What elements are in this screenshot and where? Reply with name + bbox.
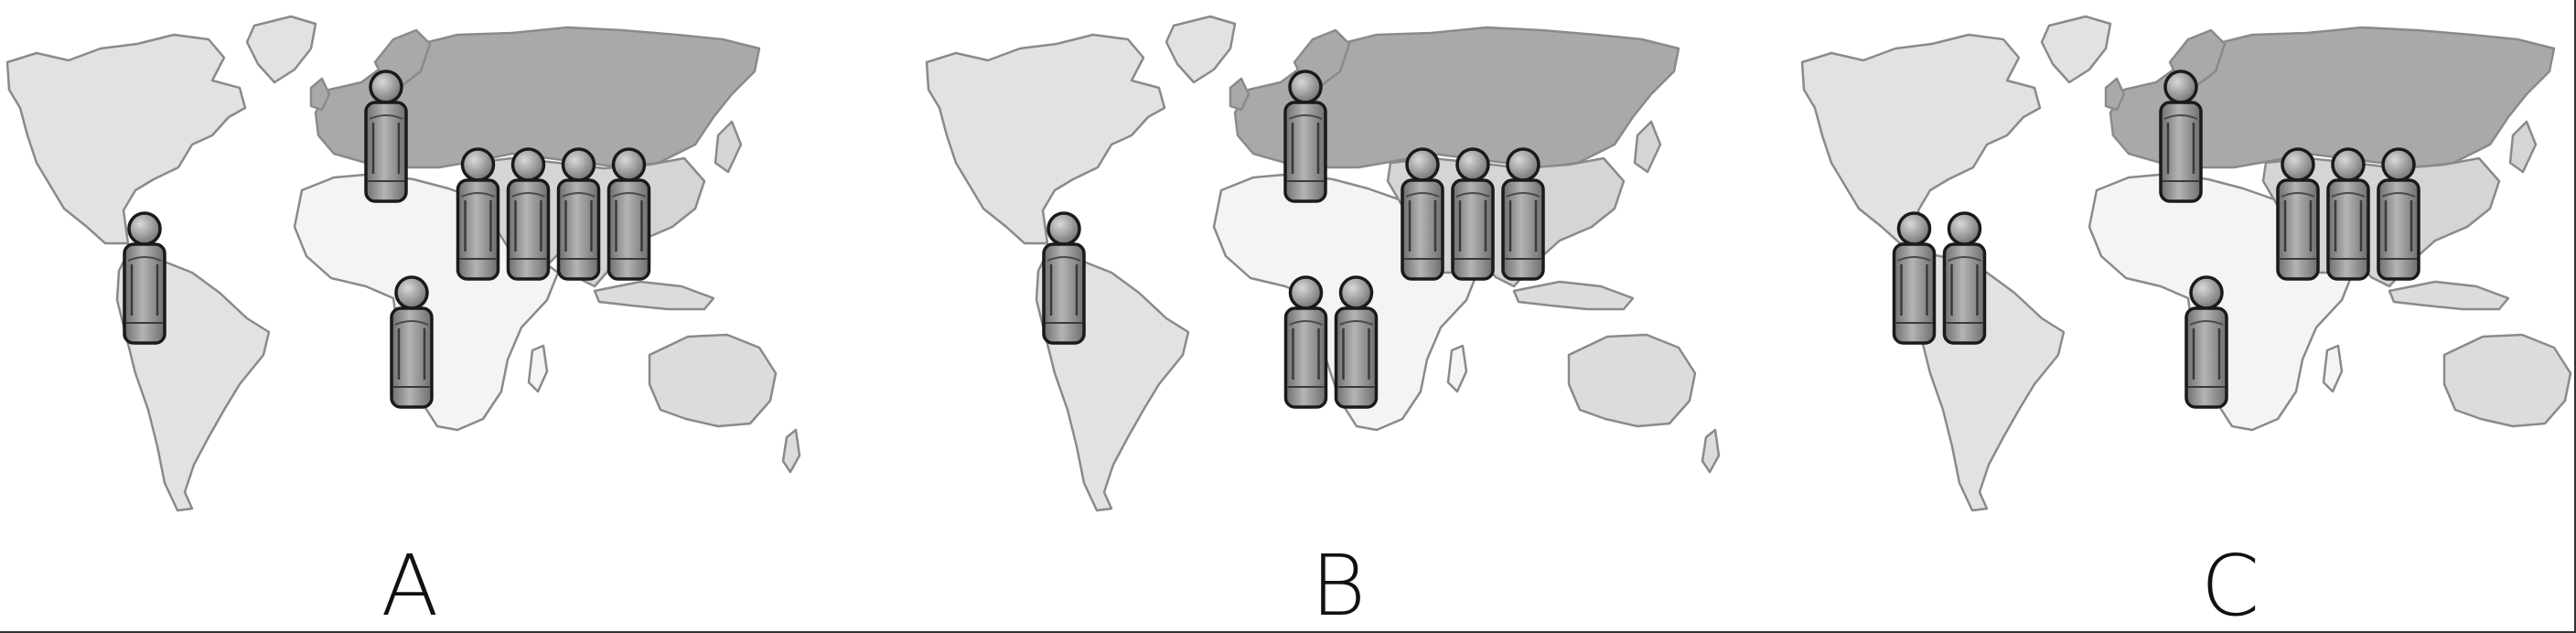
new-zealand-landmass — [1701, 428, 1721, 474]
population-figures-c — [1892, 70, 2420, 409]
person-figure-africa-2 — [1334, 275, 1379, 409]
person-figure-americas-1 — [1892, 211, 1937, 345]
northern-eurasia-landmass — [314, 26, 761, 169]
person-figure-asia-3 — [1501, 147, 1545, 281]
british-isles-landmass — [1229, 77, 1250, 112]
person-figure-europe-1 — [2159, 70, 2203, 203]
madagascar-landmass — [527, 344, 549, 393]
person-figure-americas-2 — [1942, 211, 1987, 345]
panel-c: C — [1800, 15, 2572, 629]
north-america-landmass — [1800, 33, 2042, 245]
madagascar-landmass — [1446, 344, 1468, 393]
british-isles-landmass — [2104, 77, 2126, 112]
north-america-landmass — [5, 33, 247, 245]
person-figure-asia-1 — [456, 147, 500, 281]
person-figure-europe-1 — [364, 70, 408, 203]
north-america-landmass — [925, 33, 1166, 245]
japan-landmass — [2508, 120, 2538, 174]
person-figure-americas-1 — [1042, 211, 1086, 345]
southeast-asia-islands — [1512, 280, 1635, 311]
person-figure-asia-1 — [2276, 147, 2320, 281]
madagascar-landmass — [2322, 344, 2344, 393]
person-figure-asia-3 — [556, 147, 601, 281]
southeast-asia-islands — [2388, 280, 2510, 311]
panel-b: B — [925, 15, 1721, 629]
panel-label-a: A — [381, 537, 439, 629]
population-figures-b — [1042, 70, 1545, 409]
person-figure-americas-1 — [123, 211, 166, 345]
australia-landmass — [648, 333, 778, 428]
japan-landmass — [1633, 120, 1662, 174]
panel-label-c: C — [2201, 537, 2259, 629]
person-figure-asia-2 — [1451, 147, 1495, 281]
southeast-asia-islands — [593, 280, 715, 311]
person-figure-africa-1 — [1283, 275, 1328, 409]
person-figure-asia-3 — [2377, 147, 2420, 281]
new-zealand-landmass — [781, 428, 801, 474]
person-figure-asia-4 — [606, 147, 651, 281]
australia-landmass — [2442, 333, 2572, 428]
population-figures-a — [123, 70, 651, 409]
greenland-landmass — [2040, 15, 2112, 84]
greenland-landmass — [245, 15, 317, 84]
northern-eurasia-landmass — [1233, 26, 1680, 169]
person-figure-africa-1 — [2184, 275, 2228, 409]
northern-eurasia-landmass — [2109, 26, 2556, 169]
panel-a: A — [5, 15, 801, 629]
person-figure-asia-1 — [1401, 147, 1444, 281]
person-figure-asia-2 — [506, 147, 551, 281]
person-figure-asia-2 — [2326, 147, 2370, 281]
japan-landmass — [714, 120, 743, 174]
panels-layer: A B C — [5, 15, 2572, 629]
australia-landmass — [1567, 333, 1697, 428]
person-figure-africa-1 — [390, 275, 434, 409]
person-figure-europe-1 — [1283, 70, 1327, 203]
british-isles-landmass — [309, 77, 331, 112]
panel-label-b: B — [1311, 537, 1366, 629]
greenland-landmass — [1165, 15, 1237, 84]
